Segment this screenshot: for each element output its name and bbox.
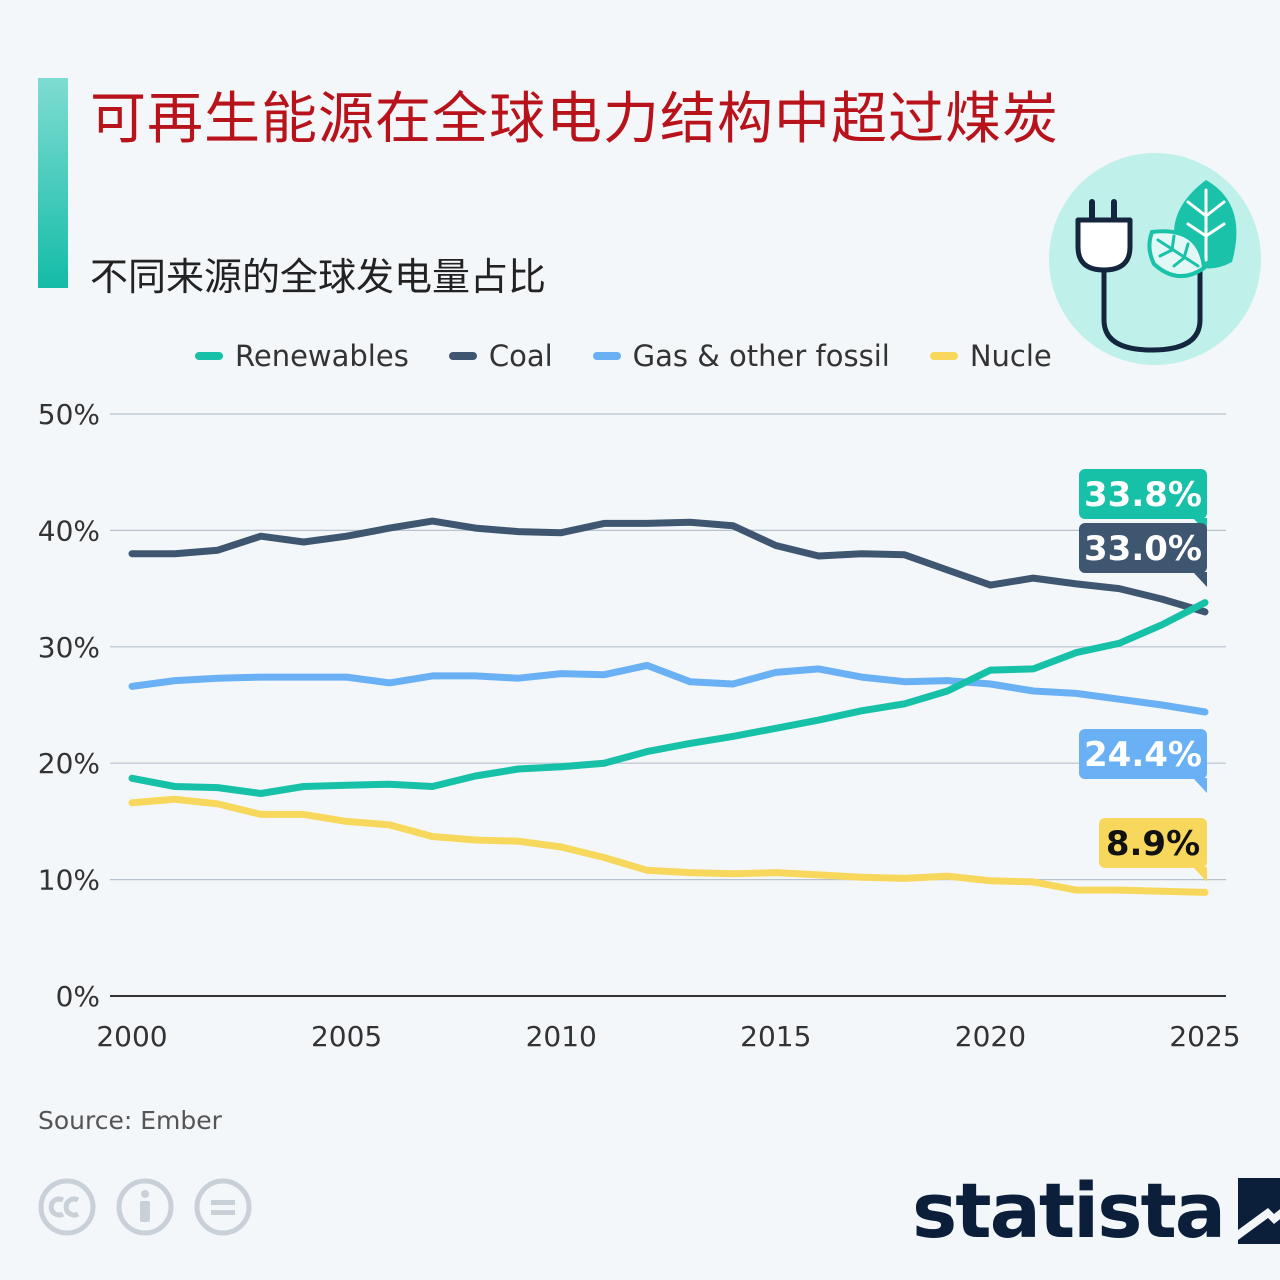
- end-label-pointer: [1193, 572, 1207, 587]
- y-tick-label: 20%: [38, 747, 100, 780]
- end-label-text: 8.9%: [1106, 824, 1200, 864]
- legend-swatch-gas: [592, 352, 621, 360]
- end-label-text: 33.8%: [1084, 475, 1202, 515]
- end-label-text: 24.4%: [1084, 735, 1202, 775]
- legend-swatch-nuclear: [929, 352, 958, 360]
- cc-icon: [38, 1178, 96, 1236]
- legend-label-renewables: Renewables: [235, 339, 409, 373]
- x-tick-label: 2005: [311, 1020, 382, 1053]
- legend-label-coal: Coal: [488, 339, 553, 373]
- legend-item-renewables: Renewables: [195, 339, 409, 373]
- plug-leaf-icon: [1048, 152, 1262, 366]
- series-line-coal: [128, 517, 1209, 616]
- legend-swatch-renewables: [195, 352, 223, 360]
- series-line-renewables: [128, 599, 1209, 797]
- y-tick-label: 10%: [38, 864, 100, 897]
- chart-legend: Renewables Coal Gas & other fossil Nucle: [195, 336, 1055, 376]
- y-tick-label: 40%: [38, 514, 100, 547]
- attribution-icon: [116, 1178, 174, 1236]
- legend-label-nuclear: Nucle: [969, 339, 1052, 373]
- license-icons: [38, 1178, 272, 1236]
- end-label-box: [1079, 523, 1207, 573]
- source-note: Source: Ember: [38, 1106, 222, 1135]
- x-tick-label: 2025: [1169, 1020, 1240, 1053]
- legend-label-gas: Gas & other fossil: [632, 339, 890, 373]
- y-tick-label: 50%: [38, 398, 100, 431]
- x-tick-label: 2020: [955, 1020, 1026, 1053]
- x-tick-label: 2010: [526, 1020, 597, 1053]
- page-subtitle: 不同来源的全球发电量占比: [90, 255, 547, 299]
- no-derivatives-icon: [194, 1178, 252, 1236]
- end-label-pointer: [1193, 778, 1207, 793]
- legend-swatch-coal: [448, 352, 477, 360]
- y-tick-label: 0%: [56, 980, 100, 1013]
- series-line-nucle: [128, 795, 1209, 896]
- accent-bar: [38, 78, 68, 288]
- line-chart: 0% 10% 20% 30% 40% 50% 2000 2005 2010 2015 2020 202…: [38, 398, 1241, 1053]
- end-label-text: 33.0%: [1084, 529, 1202, 569]
- legend-item-gas: Gas & other fossil: [592, 339, 890, 373]
- end-label-box: [1079, 469, 1207, 519]
- x-tick-label: 2015: [740, 1020, 811, 1053]
- end-label-pointer: [1193, 867, 1207, 882]
- statista-logo: statista: [912, 1166, 1280, 1255]
- y-tick-label: 30%: [38, 631, 100, 664]
- x-tick-label: 2000: [96, 1020, 167, 1053]
- legend-item-coal: Coal: [448, 339, 553, 373]
- brand-name: statista: [912, 1166, 1226, 1255]
- series-line-gas-other-fossil: [128, 661, 1209, 716]
- legend-item-nuclear: Nucle: [929, 339, 1052, 373]
- page-title: 可再生能源在全球电力结构中超过煤炭: [90, 87, 1059, 152]
- end-label-box: [1079, 729, 1207, 779]
- end-label-box: [1099, 818, 1207, 868]
- statista-mark-icon: [1238, 1177, 1280, 1244]
